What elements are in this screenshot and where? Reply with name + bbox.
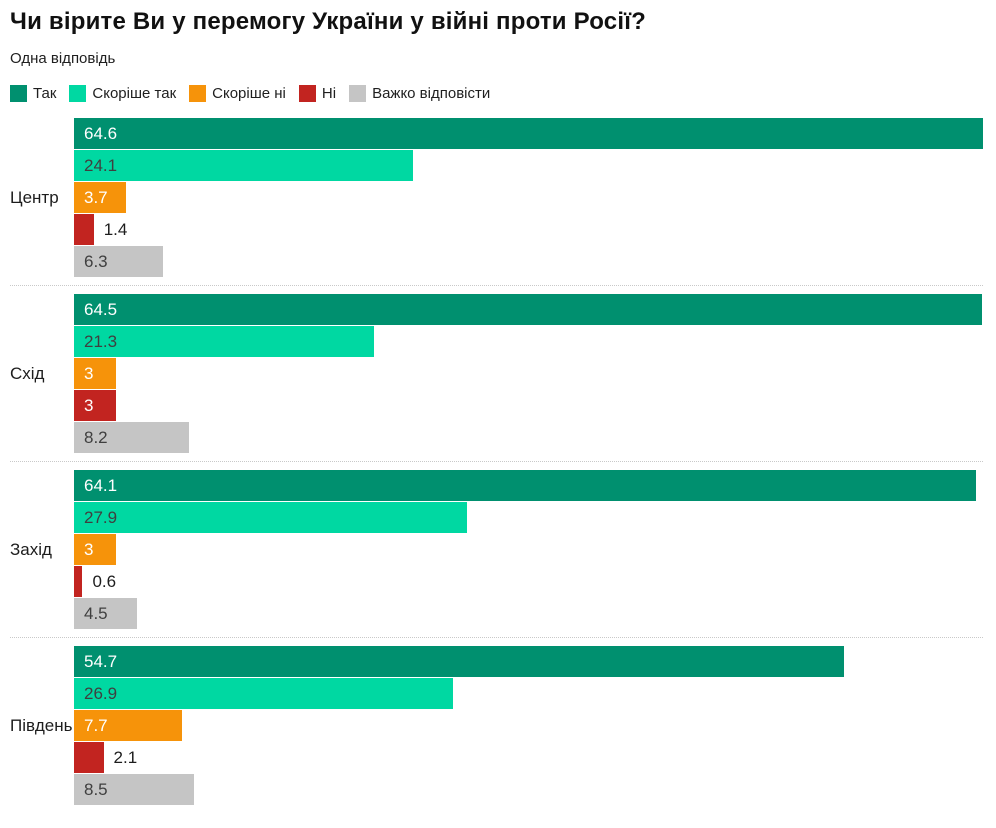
legend-item-vazhko: Важко відповісти xyxy=(349,85,490,102)
bar-row: 3.7 xyxy=(74,182,983,213)
group-row-skhid: Схід 64.5 21.3 3 3 8.2 xyxy=(10,285,983,453)
legend-item-skorishe-ni: Скоріше ні xyxy=(189,85,286,102)
bar-value-label: 2.1 xyxy=(113,747,138,767)
bar-vazhko xyxy=(74,422,190,453)
bar-group: 54.7 26.9 7.7 2.1 8.5 xyxy=(74,646,983,805)
bar-tak xyxy=(74,646,844,677)
bar-skorishe-tak xyxy=(74,150,414,181)
page-subtitle: Одна відповідь xyxy=(10,50,116,67)
bar-row: 8.2 xyxy=(74,422,983,453)
group-row-centr: Центр 64.6 24.1 3.7 1.4 6.3 xyxy=(10,118,983,277)
bar-value-label: 8.2 xyxy=(84,427,108,447)
legend-label: Ні xyxy=(321,85,337,102)
bar-skorishe-ni xyxy=(74,358,117,389)
bar-vazhko xyxy=(74,774,194,805)
category-label: Південь xyxy=(10,715,73,735)
bar-row: 64.5 xyxy=(74,294,983,325)
legend-swatch-ni-icon xyxy=(298,85,316,102)
bar-row: 64.1 xyxy=(74,470,983,501)
bar-row: 3 xyxy=(74,534,983,565)
bar-value-label: 64.5 xyxy=(84,299,118,319)
page-title: Чи вірите Ви у перемогу України у війні … xyxy=(10,8,647,35)
legend-swatch-skorishe-ni-icon xyxy=(189,85,207,102)
bar-value-label: 0.6 xyxy=(92,571,117,591)
bar-value-label: 3 xyxy=(84,395,94,415)
bar-row: 6.3 xyxy=(74,246,983,277)
bar-vazhko xyxy=(74,246,163,277)
bar-tak xyxy=(74,294,982,325)
legend-item-ni: Ні xyxy=(298,85,337,102)
bar-group: 64.6 24.1 3.7 1.4 6.3 xyxy=(74,118,983,277)
bar-skorishe-tak xyxy=(74,678,453,709)
bar-ni xyxy=(74,742,104,773)
bar-skorishe-ni xyxy=(74,710,183,741)
bar-value-label: 6.3 xyxy=(84,251,108,271)
bar-tak xyxy=(74,470,976,501)
bar-value-label: 24.1 xyxy=(84,155,118,175)
bar-group: 64.1 27.9 3 0.6 4.5 xyxy=(74,470,983,629)
bar-value-label: 8.5 xyxy=(84,779,108,799)
grouped-bar-chart: Центр 64.6 24.1 3.7 1.4 6.3 Схід 64.5 21… xyxy=(10,118,983,805)
bar-row: 7.7 xyxy=(74,710,983,741)
bar-value-label: 64.6 xyxy=(84,123,118,143)
bar-row: 26.9 xyxy=(74,678,983,709)
bar-row: 0.6 xyxy=(74,566,983,597)
bar-ni xyxy=(74,390,117,421)
bar-tak xyxy=(74,118,983,149)
bar-row: 1.4 xyxy=(74,214,983,245)
bar-value-label: 21.3 xyxy=(84,331,118,351)
bar-skorishe-ni xyxy=(74,182,127,213)
group-row-zakhid: Захід 64.1 27.9 3 0.6 4.5 xyxy=(10,461,983,629)
bar-value-label: 3 xyxy=(84,363,94,383)
bar-ni xyxy=(74,214,94,245)
bar-row: 54.7 xyxy=(74,646,983,677)
category-label: Центр xyxy=(10,187,59,207)
bar-row: 2.1 xyxy=(74,742,983,773)
bar-row: 3 xyxy=(74,390,983,421)
bar-value-label: 26.9 xyxy=(84,683,118,703)
legend-item-tak: Так xyxy=(10,85,56,102)
bar-value-label: 27.9 xyxy=(84,507,118,527)
bar-row: 8.5 xyxy=(74,774,983,805)
bar-value-label: 7.7 xyxy=(84,715,108,735)
bar-value-label: 54.7 xyxy=(84,651,118,671)
group-row-pivden: Південь 54.7 26.9 7.7 2.1 8.5 xyxy=(10,637,983,805)
legend-label: Важко відповісти xyxy=(372,85,491,102)
legend-label: Так xyxy=(33,85,57,102)
bar-skorishe-ni xyxy=(74,534,117,565)
bar-row: 27.9 xyxy=(74,502,983,533)
bar-skorishe-tak xyxy=(74,502,467,533)
bar-row: 3 xyxy=(74,358,983,389)
bar-row: 64.6 xyxy=(74,118,983,149)
legend-label: Скоріше так xyxy=(92,85,177,102)
bar-row: 24.1 xyxy=(74,150,983,181)
bar-vazhko xyxy=(74,598,138,629)
bar-skorishe-tak xyxy=(74,326,374,357)
legend-item-skorishe-tak: Скоріше так xyxy=(69,85,176,102)
legend-swatch-skorishe-tak-icon xyxy=(69,85,87,102)
bar-value-label: 3.7 xyxy=(84,187,108,207)
category-label: Схід xyxy=(10,363,45,383)
bar-group: 64.5 21.3 3 3 8.2 xyxy=(74,294,983,453)
bar-value-label: 3 xyxy=(84,539,94,559)
bar-ni xyxy=(74,566,83,597)
category-label: Захід xyxy=(10,539,52,559)
bar-row: 21.3 xyxy=(74,326,983,357)
legend-label: Скоріше ні xyxy=(212,85,286,102)
bar-row: 4.5 xyxy=(74,598,983,629)
legend-swatch-vazhko-icon xyxy=(349,85,367,102)
legend-swatch-tak-icon xyxy=(10,85,27,102)
bar-value-label: 4.5 xyxy=(84,603,108,623)
bar-value-label: 1.4 xyxy=(103,219,128,239)
bar-value-label: 64.1 xyxy=(84,475,118,495)
legend: Так Скоріше так Скоріше ні Ні Важко відп… xyxy=(10,85,983,102)
